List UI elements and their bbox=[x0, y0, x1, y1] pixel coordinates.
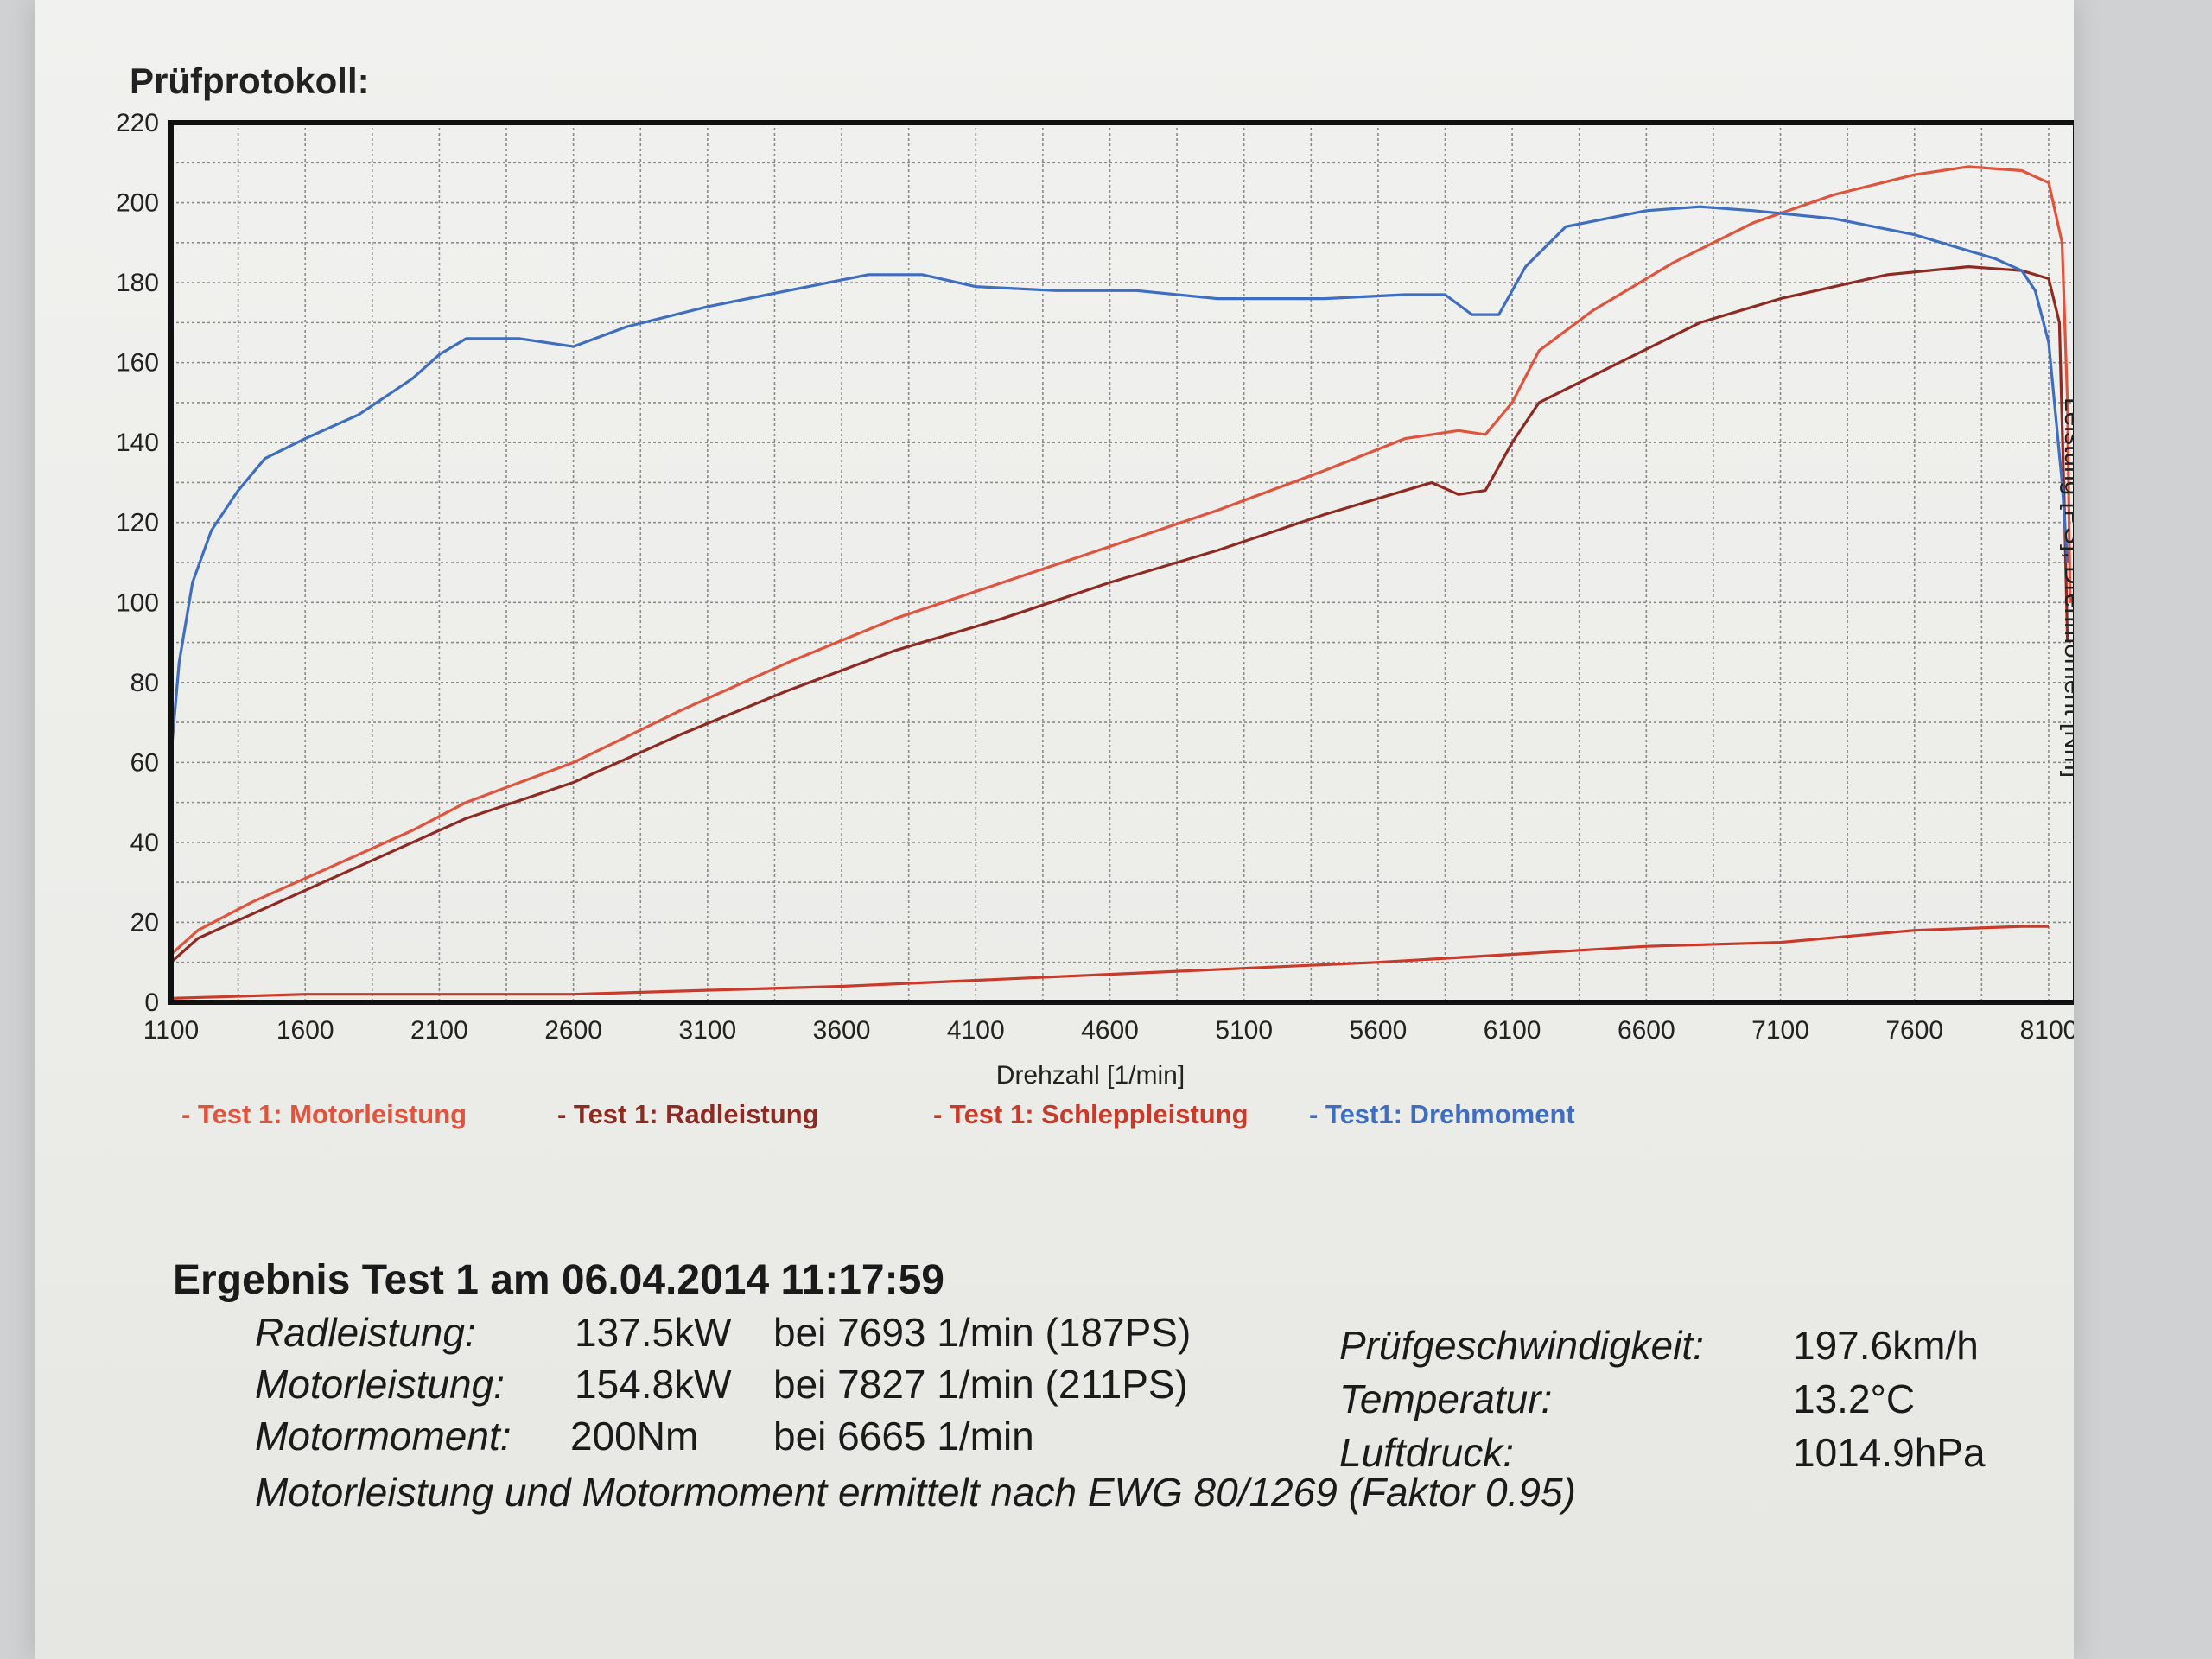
y-axis-ticks: 0 20 40 60 80 100 120 140 160 180 200 220 bbox=[116, 109, 159, 1017]
x-axis-label: Drehzahl [1/min] bbox=[996, 1061, 1185, 1090]
y-tick-label: 80 bbox=[130, 669, 159, 697]
results-footnote: Motorleistung und Motormoment ermittelt … bbox=[255, 1470, 1576, 1515]
y-tick-label: 220 bbox=[116, 109, 159, 137]
legend: - Test 1: Motorleistung - Test 1: Radleis… bbox=[181, 1099, 1575, 1129]
x-tick-label: 7100 bbox=[1751, 1016, 1809, 1045]
dyno-report-sheet: Prüfprotokoll: 0 20 40 60 80 100 120 140 160 180 2… bbox=[35, 0, 2074, 1659]
result-detail: bei 7827 1/min (211PS) bbox=[773, 1362, 1188, 1407]
x-tick-label: 5100 bbox=[1215, 1016, 1273, 1045]
dyno-chart: Prüfprotokoll: 0 20 40 60 80 100 120 140 160 180 2… bbox=[116, 60, 2074, 1129]
y-tick-label: 180 bbox=[116, 269, 159, 297]
series-line-4 bbox=[169, 205, 2069, 755]
x-tick-label: 6600 bbox=[1618, 1016, 1675, 1045]
y-tick-label: 140 bbox=[116, 429, 159, 457]
condition-label: Prüfgeschwindigkeit: bbox=[1339, 1323, 1704, 1368]
y-tick-label: 0 bbox=[144, 988, 159, 1017]
legend-entry: - Test 1: Schleppleistung bbox=[933, 1099, 1249, 1129]
result-value: 200Nm bbox=[570, 1414, 699, 1459]
legend-entry: - Test 1: Motorleistung bbox=[181, 1099, 467, 1129]
legend-entry: - Test 1: Radleistung bbox=[557, 1099, 819, 1129]
x-tick-label: 5600 bbox=[1350, 1016, 1408, 1045]
y-axis-label: Leistung [PS], Drehmoment [Nm] bbox=[2059, 397, 2074, 778]
x-tick-label: 3100 bbox=[678, 1016, 736, 1045]
x-tick-label: 7600 bbox=[1885, 1016, 1943, 1045]
y-tick-label: 20 bbox=[130, 908, 159, 937]
x-tick-label: 4600 bbox=[1081, 1016, 1139, 1045]
condition-value: 197.6km/h bbox=[1793, 1323, 1979, 1368]
result-label: Motormoment: bbox=[255, 1414, 512, 1459]
result-label: Motorleistung: bbox=[255, 1362, 505, 1407]
condition-label: Luftdruck: bbox=[1339, 1430, 1514, 1475]
x-tick-label: 8100 bbox=[2020, 1016, 2074, 1045]
x-tick-label: 3600 bbox=[813, 1016, 871, 1045]
series-line-2 bbox=[169, 265, 2069, 963]
x-axis-ticks: 1100 1600 2100 2600 3100 3600 4100 4600 5100 5600… bbox=[143, 1016, 2074, 1045]
y-tick-label: 40 bbox=[130, 829, 159, 857]
result-label: Radleistung: bbox=[255, 1310, 476, 1355]
y-tick-label: 100 bbox=[116, 588, 159, 617]
x-tick-label: 6100 bbox=[1484, 1016, 1541, 1045]
grid bbox=[171, 123, 2074, 1002]
y-tick-label: 60 bbox=[130, 748, 159, 777]
y-tick-label: 120 bbox=[116, 509, 159, 537]
x-tick-label: 1600 bbox=[276, 1016, 334, 1045]
series-line-3 bbox=[170, 925, 2049, 1000]
x-tick-label: 1100 bbox=[143, 1016, 200, 1045]
chart-title: Prüfprotokoll: bbox=[130, 60, 370, 101]
condition-label: Temperatur: bbox=[1339, 1376, 1553, 1421]
condition-value: 1014.9hPa bbox=[1793, 1430, 1986, 1475]
series-line-1 bbox=[169, 165, 2072, 956]
series-layer bbox=[169, 165, 2072, 1000]
result-detail: bei 6665 1/min bbox=[773, 1414, 1034, 1459]
y-tick-label: 200 bbox=[116, 189, 159, 218]
y-tick-label: 160 bbox=[116, 349, 159, 378]
plot-frame bbox=[168, 120, 2074, 1005]
x-tick-label: 4100 bbox=[947, 1016, 1005, 1045]
result-detail: bei 7693 1/min (187PS) bbox=[773, 1310, 1192, 1355]
results-heading: Ergebnis Test 1 am 06.04.2014 11:17:59 bbox=[173, 1257, 944, 1303]
x-tick-label: 2100 bbox=[410, 1016, 468, 1045]
condition-value: 13.2°C bbox=[1793, 1376, 1916, 1421]
legend-entry: - Test1: Drehmoment bbox=[1309, 1099, 1575, 1129]
result-value: 154.8kW bbox=[575, 1362, 732, 1407]
x-tick-label: 2600 bbox=[544, 1016, 602, 1045]
result-value: 137.5kW bbox=[575, 1310, 732, 1355]
